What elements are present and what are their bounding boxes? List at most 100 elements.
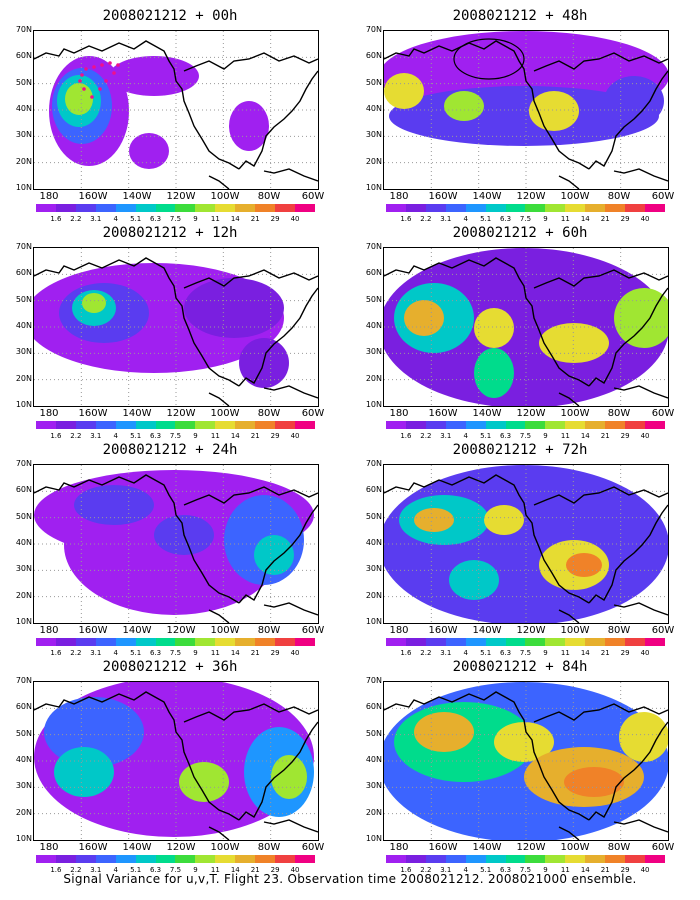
- colorbar-label: 9: [543, 215, 548, 223]
- longitude-label: 160W: [428, 191, 458, 202]
- coastline: [384, 691, 590, 821]
- colorbar-swatch: [36, 638, 56, 646]
- colorbar-label: 14: [230, 866, 240, 874]
- colorbar-swatch: [565, 855, 586, 863]
- observation-point: [82, 87, 86, 91]
- latitude-label: 20N: [365, 590, 382, 600]
- colorbar-label: 40: [640, 649, 650, 657]
- latitude-label: 10N: [15, 617, 32, 626]
- colorbar-label: 2.2: [70, 432, 82, 440]
- variance-contour: [604, 76, 664, 126]
- variance-contour: [254, 535, 294, 575]
- coastline: [34, 40, 240, 170]
- colorbar-label: 2.2: [70, 649, 82, 657]
- longitude-label: 80W: [257, 842, 281, 853]
- latitude-label: 50N: [365, 511, 382, 521]
- map-panel-36h: 2008021212 + 36h 70N 60N 50N 40N 30N 20N 10N 18…: [0, 659, 340, 875]
- longitude-label: 100W: [210, 408, 240, 419]
- colorbar-swatch: [135, 204, 156, 212]
- longitude-label: 140W: [472, 842, 502, 853]
- colorbar-label: 1.6: [50, 215, 62, 223]
- colorbar-label: 6.3: [499, 649, 512, 657]
- latitude-label: 20N: [15, 590, 32, 600]
- latitude-label: 20N: [15, 373, 32, 383]
- colorbar-label: 5.1: [130, 649, 142, 657]
- colorbar-labels: 1.6 2.2 3.1 4 5.1 6.3 7.5 9 11 14 21 29 40: [36, 215, 315, 224]
- colorbar-swatch: [545, 638, 566, 646]
- colorbar-label: 14: [230, 215, 240, 223]
- colorbar-label: 9: [543, 432, 548, 440]
- longitude-label: 160W: [78, 408, 108, 419]
- colorbar-swatch: [585, 204, 606, 212]
- colorbar-label: 4: [113, 649, 118, 657]
- colorbar: [386, 855, 665, 863]
- latitude-label: 40N: [365, 321, 382, 330]
- colorbar-label: 5.1: [480, 432, 492, 440]
- colorbar-swatch: [485, 204, 506, 212]
- colorbar-label: 9: [543, 866, 548, 874]
- colorbar-labels: 1.6 2.2 3.1 4 5.1 6.3 7.5 9 11 14 21 29 40: [386, 866, 665, 875]
- variance-contour: [404, 300, 444, 336]
- colorbar-label: 21: [250, 649, 260, 657]
- longitude-label: 180: [39, 191, 59, 202]
- variance-contour: [494, 722, 554, 762]
- latitude-label: 60N: [365, 51, 382, 61]
- colorbar-swatch: [605, 638, 626, 646]
- colorbar-label: 29: [270, 215, 280, 223]
- colorbar-swatch: [505, 204, 526, 212]
- colorbar-swatch: [644, 855, 665, 863]
- colorbar-label: 11: [560, 215, 570, 223]
- colorbar-swatch: [545, 421, 566, 429]
- variance-contour: [384, 73, 424, 109]
- variance-field: [384, 465, 668, 623]
- colorbar-swatch: [155, 421, 176, 429]
- observation-point: [92, 65, 96, 69]
- latitude-label: 10N: [365, 834, 382, 843]
- coastline: [384, 40, 590, 170]
- longitude-label: 60W: [651, 842, 675, 853]
- colorbar-swatch: [585, 638, 606, 646]
- colorbar-swatch: [294, 855, 315, 863]
- colorbar-swatch: [115, 421, 136, 429]
- longitude-label: 100W: [560, 408, 590, 419]
- variance-field: [384, 31, 668, 189]
- variance-contour: [529, 91, 579, 131]
- colorbar-label: 40: [640, 866, 650, 874]
- colorbar-swatch: [425, 421, 446, 429]
- colorbar-label: 3.1: [440, 649, 452, 657]
- colorbar-labels: 1.6 2.2 3.1 4 5.1 6.3 7.5 9 11 14 21 29 40: [386, 432, 665, 441]
- longitude-label: 120W: [166, 191, 196, 202]
- colorbar-label: 21: [250, 215, 260, 223]
- colorbar-label: 1.6: [50, 649, 62, 657]
- colorbar-label: 11: [560, 432, 570, 440]
- colorbar-label: 3.1: [90, 215, 102, 223]
- colorbar-swatch: [115, 855, 136, 863]
- colorbar-label: 14: [580, 866, 590, 874]
- coastline: [558, 392, 580, 406]
- variance-field: [384, 248, 668, 406]
- map-panel-12h: 2008021212 + 12h 70N 60N 50N 40N 30N 20N 10N 18…: [0, 225, 340, 441]
- coastline: [613, 385, 668, 399]
- latitude-label: 40N: [15, 538, 32, 547]
- latitude-label: 30N: [15, 347, 32, 357]
- colorbar-label: 29: [620, 649, 630, 657]
- colorbar-label: 2.2: [70, 866, 82, 874]
- longitude-label: 80W: [257, 408, 281, 419]
- coastline: [533, 486, 668, 506]
- colorbar-label: 2.2: [420, 866, 432, 874]
- longitude-label: 60W: [301, 408, 325, 419]
- variance-field: [34, 31, 318, 189]
- colorbar-label: 4: [463, 215, 468, 223]
- latitude-label: 40N: [365, 755, 382, 764]
- colorbar-labels: 1.6 2.2 3.1 4 5.1 6.3 7.5 9 11 14 21 29 40: [36, 432, 315, 441]
- colorbar-label: 4: [113, 866, 118, 874]
- colorbar-label: 40: [290, 649, 300, 657]
- longitude-label: 100W: [560, 842, 590, 853]
- longitude-label: 100W: [560, 625, 590, 636]
- colorbar-swatch: [75, 204, 96, 212]
- coastline: [558, 609, 580, 623]
- colorbar-swatch: [386, 421, 406, 429]
- colorbar-swatch: [425, 855, 446, 863]
- target-region-outline: [453, 38, 525, 80]
- latitude-label: 50N: [15, 77, 32, 87]
